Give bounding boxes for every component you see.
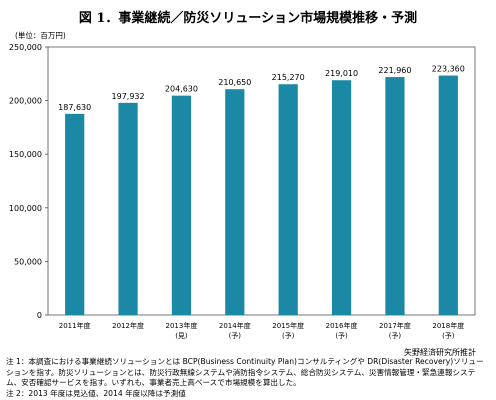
data-label: 187,630 <box>58 103 91 112</box>
note-2: 注 2：2013 年度は見込値、2014 年度以降は予測値 <box>6 388 186 398</box>
bar <box>385 77 405 315</box>
plot-frame <box>47 46 476 316</box>
x-axis: 2011年度 2012年度 2013年度 (見) 2014年度 (予) 2015年度 (予) 2… <box>59 321 464 340</box>
note-1: 注 1：本調査における事業継続ソリューションとは BCP(Business Co… <box>6 357 484 387</box>
chart-title: 図 1．事業継続／防災ソリューション市場規模推移・予測 <box>78 11 418 26</box>
x-tick-label: 2014年度 <box>219 321 251 330</box>
bar <box>225 89 245 315</box>
x-tick-sublabel: (予) <box>389 332 402 340</box>
bar <box>171 95 192 315</box>
x-tick-sublabel: (予) <box>335 332 348 340</box>
data-label: 223,360 <box>432 65 465 74</box>
notes: 注 1：本調査における事業継続ソリューションとは BCP(Business Co… <box>6 357 490 399</box>
y-tick-label: 200,000 <box>9 97 42 106</box>
y-tick-label: 150,000 <box>9 150 42 159</box>
data-label: 221,960 <box>378 66 411 75</box>
bar <box>278 84 298 315</box>
x-tick-label: 2015年度 <box>272 321 304 330</box>
data-label: 204,630 <box>165 85 198 94</box>
x-tick-label: 2018年度 <box>432 321 464 330</box>
bar <box>438 75 458 316</box>
y-tick-label: 100,000 <box>9 204 42 213</box>
source-credit: 矢野経済研究所推計 <box>404 348 476 357</box>
data-labels: 187,630 197,932 204,630 210,650 215,270 219,0… <box>58 65 465 112</box>
y-axis: 0 50,000 100,000 150,000 200,000 250,000 <box>9 43 48 320</box>
y-tick-label: 0 <box>37 311 42 320</box>
y-tick-label: 50,000 <box>14 257 42 266</box>
bar <box>118 102 138 315</box>
x-tick-sublabel: (見) <box>175 332 188 340</box>
bar <box>331 80 352 315</box>
bar <box>65 113 85 315</box>
x-tick-label: 2012年度 <box>112 321 144 330</box>
x-tick-label: 2011年度 <box>59 321 91 330</box>
x-tick-sublabel: (予) <box>282 332 295 340</box>
y-tick-label: 250,000 <box>9 43 42 52</box>
x-tick-label: 2013年度 <box>166 321 198 330</box>
x-tick-label: 2017年度 <box>379 321 411 330</box>
x-tick-sublabel: (予) <box>442 332 455 340</box>
x-tick-label: 2016年度 <box>326 321 358 330</box>
bar-chart: 0 50,000 100,000 150,000 200,000 250,000 187,… <box>9 43 476 340</box>
unit-label: (単位：百万円) <box>15 31 66 40</box>
data-label: 210,650 <box>218 78 251 87</box>
data-label: 219,010 <box>325 69 358 78</box>
data-label: 215,270 <box>272 73 305 82</box>
data-label: 197,932 <box>112 92 145 101</box>
x-tick-sublabel: (予) <box>229 332 242 340</box>
bars <box>65 75 458 316</box>
